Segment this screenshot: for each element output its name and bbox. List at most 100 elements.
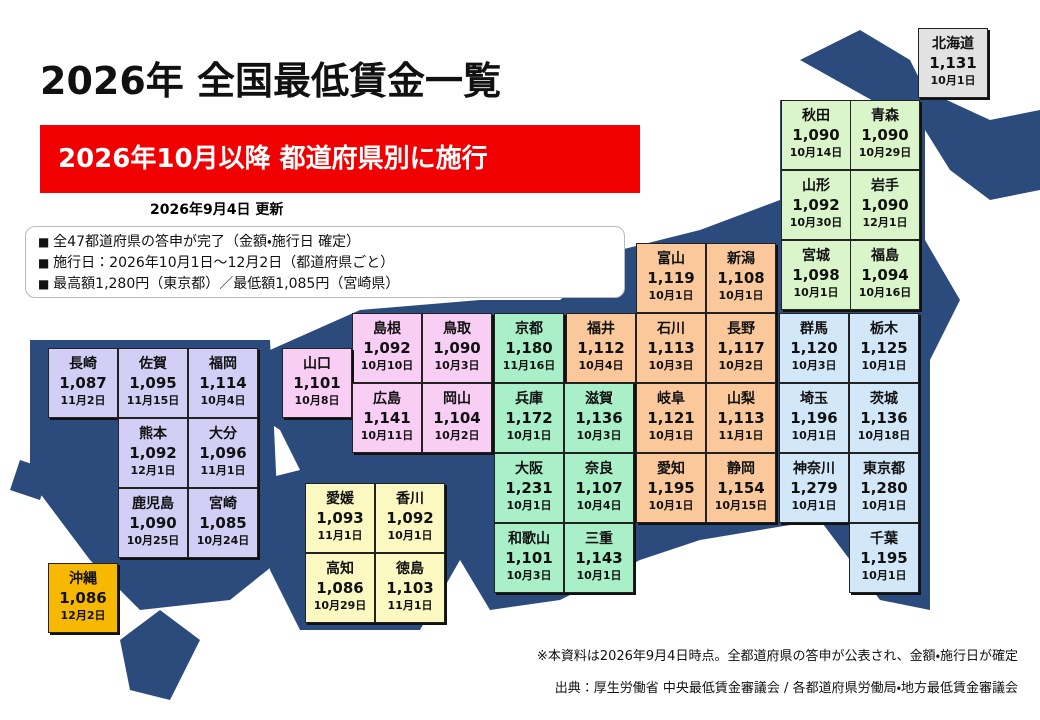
prefecture-cell: 高知 1,086 10月29日 <box>305 553 375 623</box>
effective-date: 11月1日 <box>200 464 246 477</box>
prefecture-cell: 岩手 1,090 12月1日 <box>850 170 920 240</box>
prefecture-cell: 広島 1,141 10月11日 <box>352 383 422 453</box>
effective-date: 10月1日 <box>861 499 907 512</box>
wage: 1,092 <box>792 196 840 214</box>
wage: 1,180 <box>505 339 553 357</box>
wage: 1,195 <box>647 479 695 497</box>
wage: 1,086 <box>59 589 107 607</box>
prefecture-name: 福島 <box>871 248 899 264</box>
wage: 1,136 <box>860 409 908 427</box>
prefecture-name: 佐賀 <box>139 356 167 372</box>
effective-date: 10月25日 <box>126 534 180 547</box>
effective-date: 10月3日 <box>648 359 694 372</box>
wage: 1,121 <box>647 409 695 427</box>
bullet: 施行日：2026年10月1日〜12月2日（都道府県ごと） <box>38 253 624 274</box>
prefecture-name: 福井 <box>587 321 615 337</box>
wage: 1,117 <box>717 339 765 357</box>
prefecture-name: 福岡 <box>209 356 237 372</box>
effective-date: 10月1日 <box>506 429 552 442</box>
prefecture-name: 愛媛 <box>326 491 354 507</box>
prefecture-name: 山口 <box>303 356 331 372</box>
prefecture-cell: 島根 1,092 10月10日 <box>352 313 422 383</box>
effective-date: 11月1日 <box>718 429 764 442</box>
bullet-box: 全47都道府県の答申が完了（金額・施行日 確定） 施行日：2026年10月1日〜… <box>25 226 625 298</box>
prefecture-cell: 青森 1,090 10月29日 <box>850 100 920 170</box>
effective-date: 10月2日 <box>718 359 764 372</box>
prefecture-name: 群馬 <box>800 321 828 337</box>
prefecture-cell: 奈良 1,107 10月4日 <box>564 453 634 523</box>
prefecture-cell: 東京都 1,280 10月1日 <box>849 453 919 523</box>
prefecture-cell: 山形 1,092 10月30日 <box>781 170 851 240</box>
wage: 1,154 <box>717 479 765 497</box>
wage: 1,112 <box>577 339 625 357</box>
wage: 1,131 <box>929 54 977 72</box>
prefecture-cell: 新潟 1,108 10月1日 <box>706 243 776 313</box>
prefecture-name: 兵庫 <box>515 391 543 407</box>
effective-date: 10月18日 <box>857 429 911 442</box>
wage: 1,108 <box>717 269 765 287</box>
prefecture-cell: 栃木 1,125 10月1日 <box>849 313 919 383</box>
wage: 1,141 <box>363 409 411 427</box>
effective-date: 10月4日 <box>578 359 624 372</box>
prefecture-name: 埼玉 <box>800 391 828 407</box>
prefecture-cell: 鹿児島 1,090 10月25日 <box>118 488 188 558</box>
prefecture-name: 宮城 <box>802 248 830 264</box>
wage: 1,092 <box>386 509 434 527</box>
wage: 1,096 <box>199 444 247 462</box>
prefecture-name: 京都 <box>515 321 543 337</box>
wage: 1,093 <box>316 509 364 527</box>
wage: 1,143 <box>575 549 623 567</box>
prefecture-cell: 滋賀 1,136 10月3日 <box>564 383 634 453</box>
prefecture-cell: 群馬 1,120 10月3日 <box>779 313 849 383</box>
prefecture-cell: 北海道 1,131 10月1日 <box>918 28 988 98</box>
prefecture-cell: 鳥取 1,090 10月3日 <box>422 313 492 383</box>
prefecture-name: 長崎 <box>69 356 97 372</box>
wage: 1,090 <box>792 126 840 144</box>
prefecture-cell: 大分 1,096 11月1日 <box>188 418 258 488</box>
prefecture-cell: 秋田 1,090 10月14日 <box>781 100 851 170</box>
prefecture-name: 東京都 <box>863 461 905 477</box>
prefecture-cell: 長野 1,117 10月2日 <box>706 313 776 383</box>
prefecture-cell: 愛媛 1,093 11月1日 <box>305 483 375 553</box>
prefecture-name: 青森 <box>871 108 899 124</box>
effective-date: 10月1日 <box>648 499 694 512</box>
wage: 1,087 <box>59 374 107 392</box>
wage: 1,101 <box>505 549 553 567</box>
wage: 1,195 <box>860 549 908 567</box>
prefecture-name: 島根 <box>373 321 401 337</box>
wage: 1,095 <box>129 374 177 392</box>
effective-date: 10月15日 <box>714 499 768 512</box>
prefecture-name: 三重 <box>585 531 613 547</box>
wage: 1,090 <box>861 196 909 214</box>
prefecture-cell: 千葉 1,195 10月1日 <box>849 523 919 593</box>
prefecture-cell: 静岡 1,154 10月15日 <box>706 453 776 523</box>
prefecture-cell: 熊本 1,092 12月1日 <box>118 418 188 488</box>
wage: 1,196 <box>790 409 838 427</box>
effective-date: 10月1日 <box>791 429 837 442</box>
footnote: 出典：厚生労働省 中央最低賃金審議会 / 各都道府県労働局・地方最低賃金審議会 <box>554 681 1018 696</box>
prefecture-name: 富山 <box>657 251 685 267</box>
prefecture-name: 静岡 <box>727 461 755 477</box>
effective-date: 10月1日 <box>718 289 764 302</box>
title: 2026年 全国最低賃金一覧 <box>40 59 501 103</box>
effective-date: 12月1日 <box>130 464 176 477</box>
wage: 1,113 <box>647 339 695 357</box>
prefecture-name: 奈良 <box>585 461 613 477</box>
prefecture-cell: 岐阜 1,121 10月1日 <box>636 383 706 453</box>
prefecture-name: 沖縄 <box>69 571 97 587</box>
updated-date: 2026年9月4日 更新 <box>150 202 284 218</box>
prefecture-cell: 兵庫 1,172 10月1日 <box>494 383 564 453</box>
prefecture-cell: 福井 1,112 10月4日 <box>566 313 636 383</box>
effective-date: 10月3日 <box>791 359 837 372</box>
wage: 1,101 <box>293 374 341 392</box>
prefecture-name: 広島 <box>373 391 401 407</box>
prefecture-name: 大分 <box>209 426 237 442</box>
effective-date: 10月3日 <box>434 359 480 372</box>
effective-date: 10月1日 <box>791 499 837 512</box>
prefecture-name: 徳島 <box>396 561 424 577</box>
wage: 1,136 <box>575 409 623 427</box>
prefecture-name: 山梨 <box>727 391 755 407</box>
effective-date: 11月16日 <box>502 359 556 372</box>
effective-date: 10月30日 <box>789 216 843 229</box>
